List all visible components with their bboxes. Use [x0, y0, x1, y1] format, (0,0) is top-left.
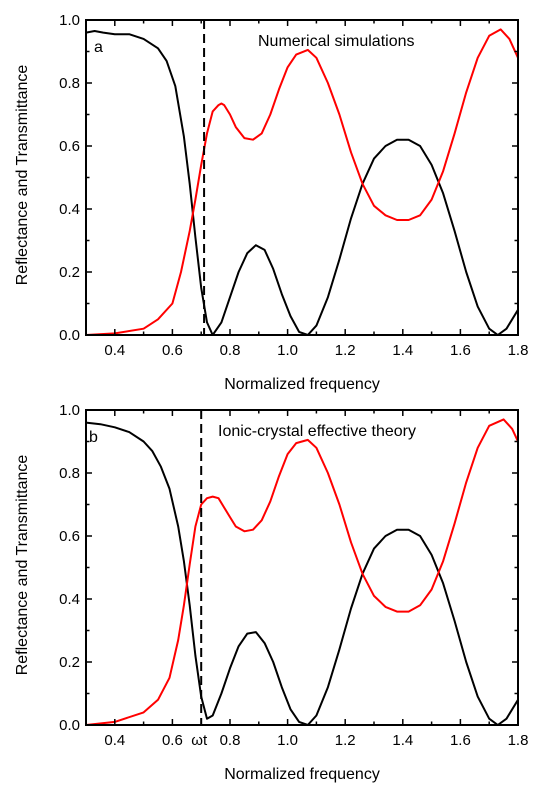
y-tick-label: 0.0 — [59, 327, 80, 344]
y-tick-label: 0.4 — [59, 201, 80, 218]
x-tick-label: 0.6 — [162, 732, 183, 749]
panel-annotation: Numerical simulations — [258, 33, 415, 50]
x-tick-label: 0.4 — [104, 732, 125, 749]
series-line-red — [86, 418, 518, 725]
y-tick-label: 1.0 — [59, 402, 80, 419]
y-tick-label: 0.2 — [59, 264, 80, 281]
x-tick-label: 0.8 — [220, 732, 241, 749]
panel-label: a — [94, 39, 103, 56]
omega-t-label: ωt — [191, 732, 208, 749]
x-tick-label: 1.6 — [450, 732, 471, 749]
series-line-black — [86, 30, 518, 335]
y-tick-label: 0.0 — [59, 717, 80, 734]
x-axis-title: Normalized frequency — [224, 376, 380, 393]
panel-b: Reflectance and Transmittance Normalized… — [14, 402, 528, 783]
panel-annotation: Ionic-crystal effective theory — [218, 423, 416, 440]
series-line-black — [86, 421, 518, 725]
x-tick-label: 1.0 — [277, 732, 298, 749]
x-tick-label: 1.2 — [335, 342, 356, 359]
plot-frame — [85, 19, 519, 336]
x-tick-label: 1.2 — [335, 732, 356, 749]
y-tick-label: 0.8 — [59, 465, 80, 482]
y-axis-title: Reflectance and Transmittance — [14, 455, 31, 676]
y-tick-label: 1.0 — [59, 12, 80, 29]
x-tick-label: 1.8 — [508, 342, 529, 359]
y-tick-label: 0.2 — [59, 654, 80, 671]
x-axis-title: Normalized frequency — [224, 766, 380, 783]
y-tick-label: 0.6 — [59, 138, 80, 155]
x-tick-label: 1.6 — [450, 342, 471, 359]
plot-frame — [85, 409, 519, 726]
panel-label: b — [89, 429, 98, 446]
x-tick-label: 0.6 — [162, 342, 183, 359]
y-axis-title: Reflectance and Transmittance — [14, 65, 31, 286]
x-tick-label: 0.8 — [220, 342, 241, 359]
x-tick-label: 0.4 — [104, 342, 125, 359]
y-tick-label: 0.8 — [59, 75, 80, 92]
y-tick-label: 0.6 — [59, 528, 80, 545]
series-line-red — [86, 28, 518, 335]
x-tick-label: 1.4 — [392, 342, 413, 359]
panel-a: Reflectance and Transmittance Normalized… — [14, 12, 528, 393]
x-tick-label: 1.4 — [392, 732, 413, 749]
x-tick-label: 1.8 — [508, 732, 529, 749]
y-tick-label: 0.4 — [59, 591, 80, 608]
x-tick-label: 1.0 — [277, 342, 298, 359]
